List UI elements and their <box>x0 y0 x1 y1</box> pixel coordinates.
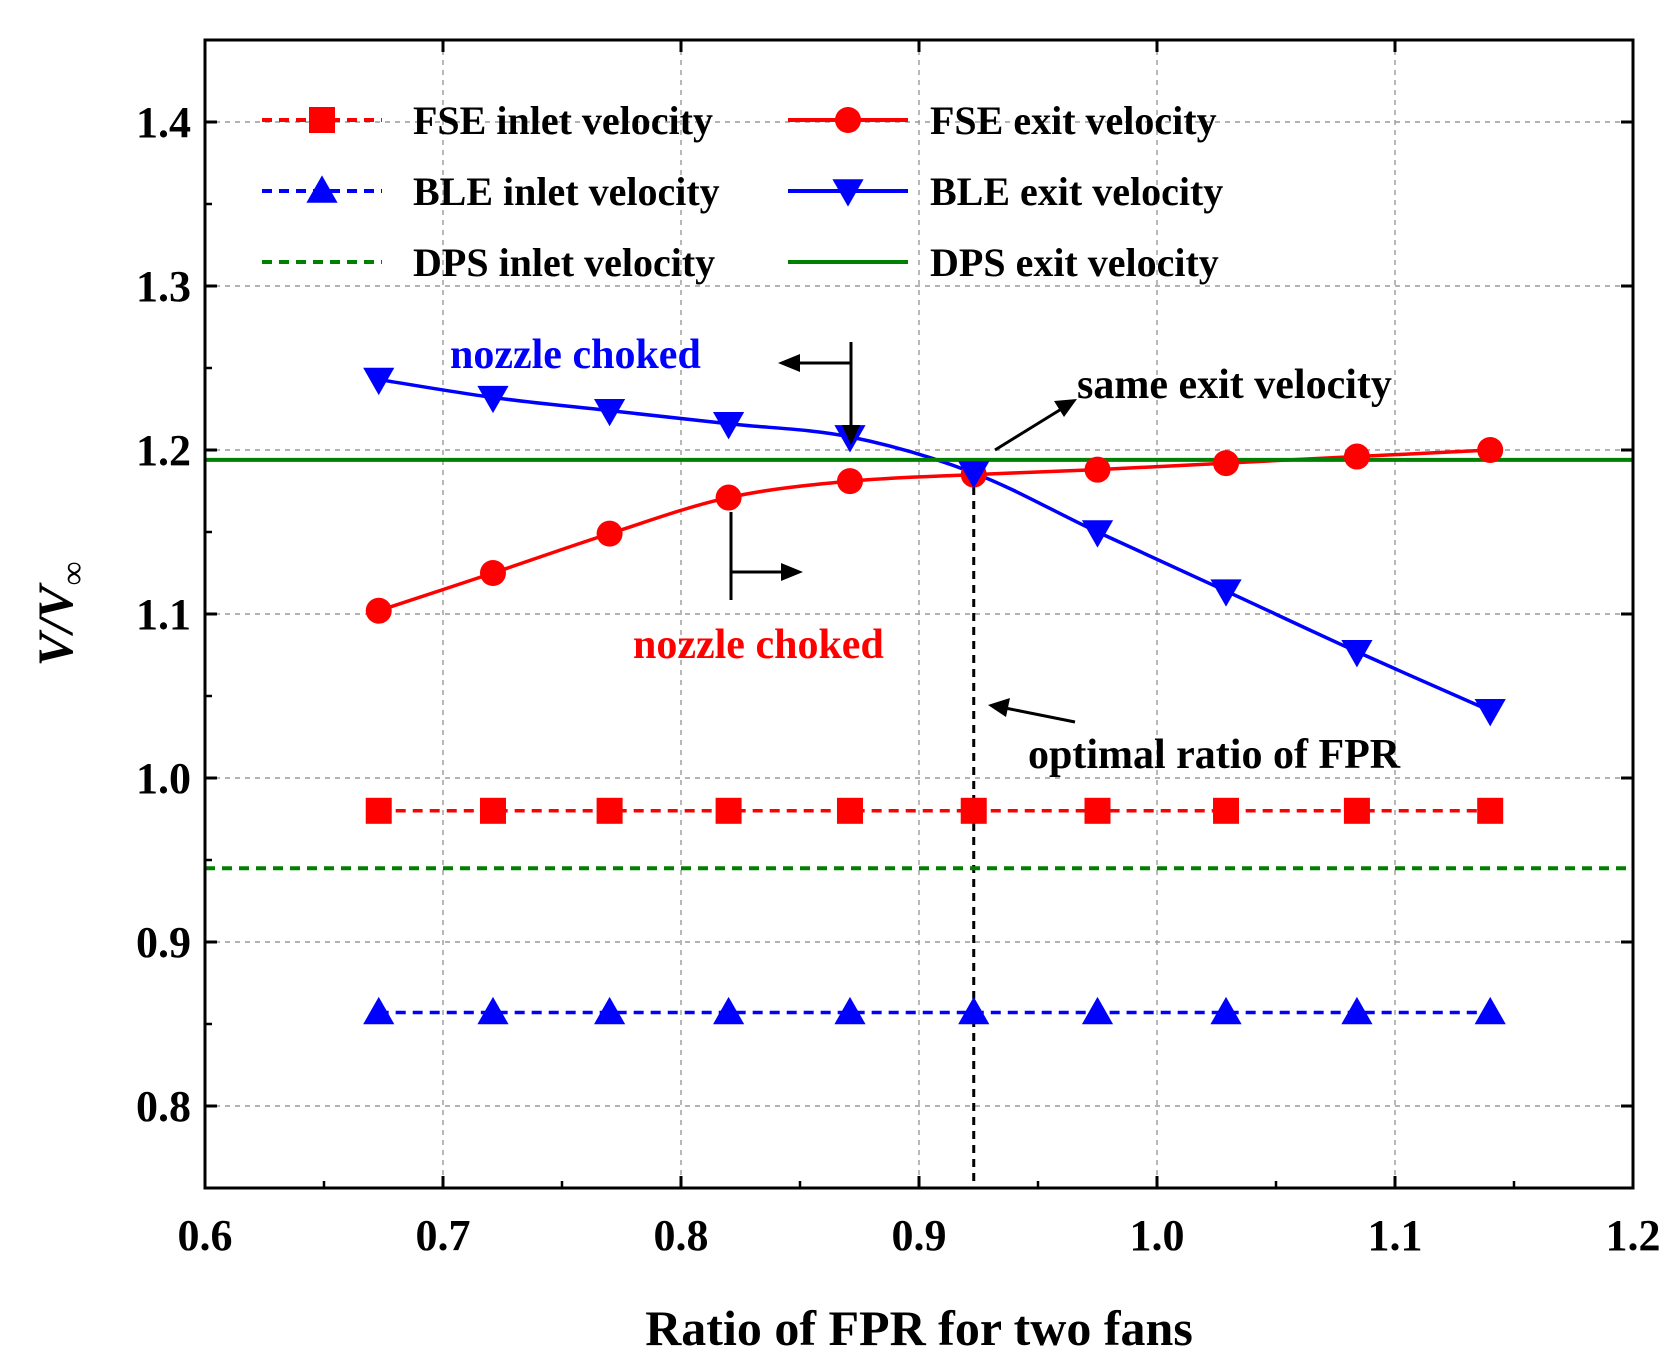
legend-marker-fse-inlet-velocity <box>309 107 335 133</box>
x-tick-label: 1.2 <box>1606 1211 1661 1260</box>
marker-ble-inlet-velocity <box>477 996 509 1025</box>
arrow-head-optimal-ratio <box>988 698 1010 717</box>
legend-label-dps-exit-velocity: DPS exit velocity <box>930 240 1219 285</box>
x-tick-label: 1.1 <box>1368 1211 1423 1260</box>
marker-fse-exit-velocity <box>836 468 863 495</box>
annotation-optimal-ratio: optimal ratio of FPR <box>1028 732 1401 778</box>
marker-ble-exit-velocity <box>477 385 509 414</box>
x-tick-label: 0.7 <box>416 1211 471 1260</box>
arrow-head-red-choked <box>781 563 803 581</box>
series-line-ble-exit-velocity <box>378 377 1491 713</box>
marker-fse-inlet-velocity <box>1084 797 1111 824</box>
legend-label-fse-exit-velocity: FSE exit velocity <box>930 98 1217 143</box>
legend-marker-fse-exit-velocity <box>835 107 861 133</box>
marker-fse-exit-velocity <box>479 560 506 586</box>
x-tick-label: 0.9 <box>892 1211 947 1260</box>
annotation-blue-nozzle-choked: nozzle choked <box>450 332 701 378</box>
marker-ble-exit-velocity <box>958 461 990 489</box>
marker-fse-exit-velocity <box>1343 443 1370 470</box>
arrow-head-blue-bracket-down <box>842 425 860 445</box>
marker-fse-exit-velocity <box>365 597 392 624</box>
legend-label-ble-inlet-velocity: BLE inlet velocity <box>413 169 720 214</box>
y-tick-label: 1.1 <box>136 590 191 639</box>
axes-ticks: 0.6 0.7 0.8 0.9 1.0 1.1 1.2 0.8 0.9 1.0 1.1 1.2 1.3 1… <box>136 38 1661 1260</box>
marker-fse-inlet-velocity <box>1477 797 1504 824</box>
annotation-same-exit-velocity: same exit velocity <box>1077 362 1392 408</box>
markers <box>363 367 1506 1025</box>
legend-label-fse-inlet-velocity: FSE inlet velocity <box>413 98 713 143</box>
marker-ble-inlet-velocity <box>713 996 745 1025</box>
marker-fse-exit-velocity <box>1213 450 1240 477</box>
legend-label-ble-exit-velocity: BLE exit velocity <box>930 169 1223 214</box>
marker-fse-inlet-velocity <box>479 797 506 824</box>
y-tick-label: 1.3 <box>136 262 191 311</box>
marker-fse-exit-velocity <box>715 484 742 511</box>
marker-fse-exit-velocity <box>596 520 623 547</box>
marker-fse-inlet-velocity <box>715 797 742 824</box>
legend-marker-ble-exit-velocity <box>832 179 864 207</box>
marker-ble-inlet-velocity <box>958 996 990 1025</box>
y-axis-title-main: V/V <box>27 582 83 666</box>
marker-ble-exit-velocity <box>594 398 626 427</box>
marker-fse-inlet-velocity <box>1213 797 1240 824</box>
x-tick-label: 0.6 <box>178 1211 233 1260</box>
marker-ble-inlet-velocity <box>1081 996 1114 1025</box>
marker-fse-inlet-velocity <box>1343 797 1370 824</box>
y-axis-title: V/V∞ <box>27 562 92 667</box>
marker-fse-inlet-velocity <box>596 797 623 824</box>
arrow-head-same-exit-velocity <box>1054 399 1077 417</box>
marker-ble-exit-velocity <box>713 412 745 440</box>
x-axis-title: Ratio of FPR for two fans <box>645 1300 1193 1356</box>
x-tick-label: 1.0 <box>1130 1211 1185 1260</box>
y-tick-label: 1.2 <box>136 426 191 475</box>
marker-ble-exit-velocity <box>1341 640 1373 668</box>
y-tick-label: 1.0 <box>136 754 191 803</box>
arrow-head-blue-choked <box>778 354 800 372</box>
leader-optimal-ratio <box>1004 706 1076 724</box>
x-tick-label: 0.8 <box>654 1211 709 1260</box>
marker-ble-inlet-velocity <box>363 996 395 1025</box>
marker-ble-exit-velocity <box>363 367 395 396</box>
marker-ble-exit-velocity <box>1210 579 1242 607</box>
marker-ble-inlet-velocity <box>1210 996 1242 1025</box>
marker-ble-inlet-velocity <box>1341 996 1373 1025</box>
y-tick-label: 1.4 <box>136 98 191 147</box>
marker-fse-inlet-velocity <box>365 797 392 824</box>
legend-label-dps-inlet-velocity: DPS inlet velocity <box>413 240 715 285</box>
marker-ble-exit-velocity <box>1474 699 1506 727</box>
series-line-fse-exit-velocity <box>378 448 1491 613</box>
legend: FSE inlet velocity FSE exit velocity BLE i… <box>262 98 1223 285</box>
y-axis-title-subscript: ∞ <box>55 562 92 586</box>
annotations: nozzle choked same exit velocity nozzle … <box>450 332 1401 778</box>
y-tick-label: 0.8 <box>136 1082 191 1131</box>
marker-fse-exit-velocity <box>1084 456 1111 483</box>
marker-ble-exit-velocity <box>1081 520 1114 548</box>
marker-fse-inlet-velocity <box>836 797 863 824</box>
marker-ble-inlet-velocity <box>594 996 626 1025</box>
marker-fse-inlet-velocity <box>960 797 987 824</box>
y-tick-label: 0.9 <box>136 918 191 967</box>
plot-area <box>205 377 1633 1188</box>
grid <box>205 40 1633 1188</box>
marker-fse-exit-velocity <box>1477 437 1504 463</box>
marker-ble-inlet-velocity <box>834 996 866 1025</box>
leader-same-exit-velocity <box>994 406 1064 452</box>
legend-marker-ble-inlet-velocity <box>306 175 338 203</box>
marker-ble-inlet-velocity <box>1474 996 1506 1025</box>
annotation-red-nozzle-choked: nozzle choked <box>633 622 884 668</box>
